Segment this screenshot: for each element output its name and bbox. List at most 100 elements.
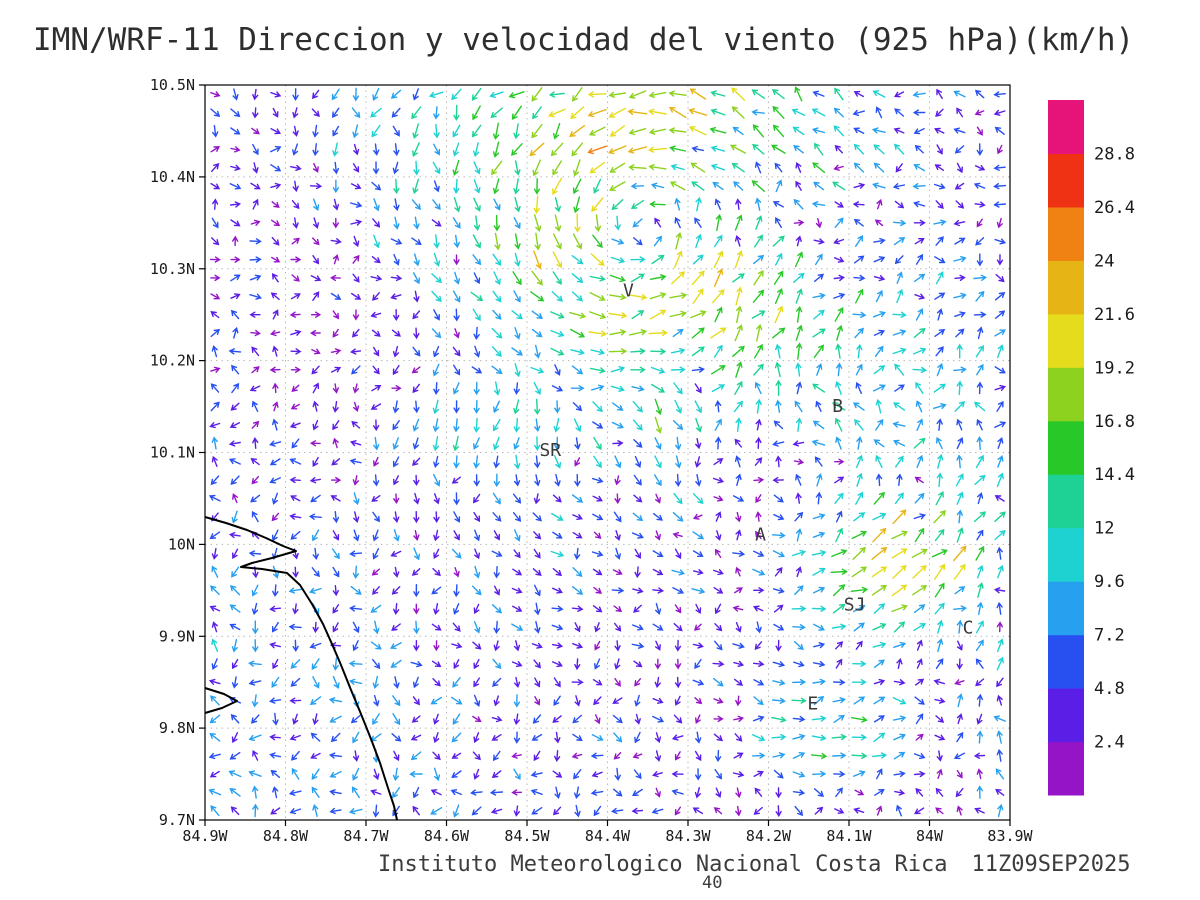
- wind-arrow: [251, 476, 259, 485]
- wind-arrow: [733, 752, 744, 759]
- wind-arrow: [593, 696, 602, 706]
- wind-arrow: [412, 346, 421, 357]
- wind-arrow: [953, 256, 967, 263]
- wind-arrow: [229, 604, 241, 613]
- wind-arrow: [953, 563, 966, 580]
- wind-arrow: [755, 621, 762, 634]
- wind-arrow: [853, 807, 865, 814]
- wind-arrow: [795, 492, 802, 504]
- wind-arrow: [452, 290, 461, 303]
- wind-arrow: [976, 363, 984, 376]
- wind-arrow: [251, 346, 260, 357]
- wind-arrow: [433, 493, 440, 505]
- colorbar-segment: [1048, 634, 1084, 689]
- wind-arrow: [853, 770, 866, 777]
- wind-arrow: [792, 715, 806, 723]
- wind-arrow: [271, 512, 280, 522]
- wind-arrow: [633, 660, 643, 668]
- wind-arrow: [452, 159, 460, 176]
- wind-arrow: [409, 770, 423, 778]
- lon-tick-label: 84.5W: [504, 827, 550, 845]
- wind-arrow: [714, 603, 722, 615]
- wind-arrow: [473, 197, 481, 212]
- wind-arrow: [993, 91, 1006, 98]
- wind-arrow: [997, 455, 1004, 468]
- wind-arrow: [412, 696, 420, 706]
- wind-arrow: [433, 455, 440, 469]
- wind-arrow: [591, 384, 605, 391]
- wind-arrow: [551, 624, 564, 631]
- wind-arrow: [976, 143, 983, 156]
- wind-arrow: [832, 603, 846, 614]
- wind-arrow: [712, 660, 725, 667]
- wind-arrow: [871, 584, 888, 596]
- wind-arrow: [289, 422, 301, 429]
- wind-arrow: [230, 293, 241, 300]
- wind-arrow: [571, 605, 584, 612]
- wind-arrow: [590, 789, 604, 796]
- wind-arrow: [810, 752, 828, 760]
- wind-arrow: [373, 346, 380, 357]
- wind-arrow: [451, 732, 462, 743]
- wind-arrow: [892, 439, 906, 447]
- wind-arrow: [433, 548, 440, 560]
- wind-arrow: [856, 472, 863, 487]
- wind-arrow: [289, 476, 301, 484]
- wind-arrow: [631, 807, 644, 815]
- wind-arrow: [891, 584, 908, 597]
- wind-arrow: [513, 731, 521, 744]
- wind-arrow: [392, 161, 399, 175]
- wind-arrow: [614, 658, 621, 670]
- wind-arrow: [832, 623, 847, 630]
- wind-arrow: [453, 364, 461, 376]
- wind-arrow: [852, 660, 867, 667]
- wind-arrow: [735, 473, 742, 486]
- wind-arrow: [391, 586, 401, 595]
- wind-arrow: [977, 582, 984, 598]
- wind-arrow: [953, 605, 967, 612]
- wind-arrow: [371, 586, 380, 595]
- wind-arrow: [753, 696, 764, 706]
- wind-arrow: [208, 494, 221, 502]
- wind-arrow: [332, 328, 339, 338]
- wind-arrow: [647, 146, 667, 153]
- wind-arrow: [373, 620, 380, 635]
- wind-arrow: [229, 787, 241, 797]
- wind-arrow: [229, 183, 242, 190]
- wind-arrow: [672, 512, 684, 522]
- wind-arrow: [691, 327, 705, 339]
- wind-arrow: [675, 455, 682, 469]
- wind-arrow: [934, 292, 946, 300]
- wind-arrow: [633, 604, 642, 613]
- wind-arrow: [512, 512, 522, 522]
- wind-arrow: [289, 697, 302, 704]
- wind-arrow: [550, 142, 564, 157]
- wind-arrow: [592, 605, 603, 613]
- wind-arrow: [835, 658, 843, 669]
- wind-arrow: [490, 107, 503, 118]
- wind-arrow: [654, 787, 661, 798]
- wind-arrow: [836, 324, 843, 341]
- wind-arrow: [713, 807, 723, 815]
- wind-arrow: [954, 237, 966, 245]
- wind-arrow: [713, 697, 724, 704]
- wind-arrow: [349, 550, 363, 557]
- wind-arrow: [733, 400, 744, 413]
- wind-arrow: [795, 417, 803, 432]
- wind-arrow: [834, 87, 844, 101]
- wind-arrow: [814, 273, 825, 282]
- wind-arrow: [974, 201, 986, 208]
- wind-arrow: [430, 807, 443, 815]
- wind-arrow: [650, 366, 666, 374]
- wind-arrow: [954, 182, 965, 190]
- wind-arrow: [734, 235, 742, 247]
- wind-arrow: [628, 164, 647, 171]
- wind-arrow: [372, 675, 379, 690]
- wind-arrow: [270, 292, 280, 301]
- wind-arrow: [393, 198, 400, 212]
- wind-arrow: [674, 473, 682, 487]
- wind-arrow: [994, 421, 1007, 428]
- wind-arrow: [432, 399, 439, 415]
